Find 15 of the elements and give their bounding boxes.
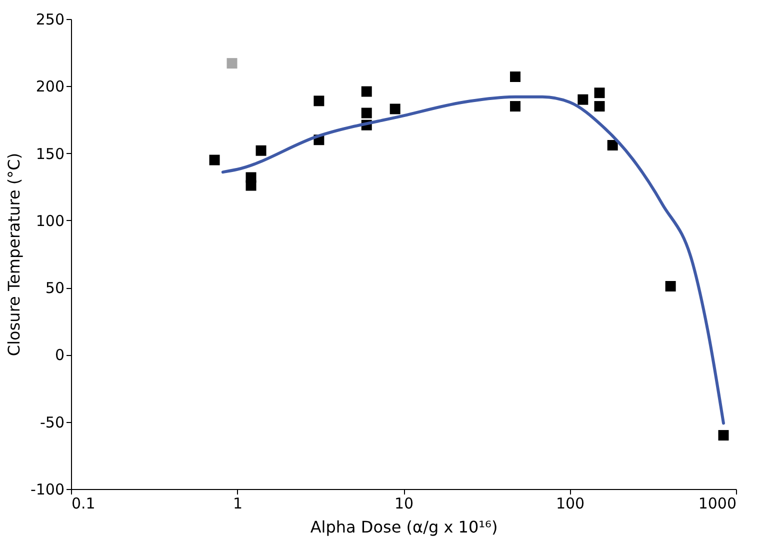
y-tick-label: 0 [54, 346, 64, 364]
x-tick-label: 1000 [698, 494, 736, 512]
x-tick-label: 0.1 [72, 494, 96, 512]
y-tick-label: -50 [40, 413, 64, 432]
y-tick-label: 250 [36, 10, 64, 28]
y-axis-title: Closure Temperature (°C) [4, 152, 24, 356]
x-tick-label: 10 [394, 494, 414, 512]
y-tick-label: 200 [36, 78, 64, 96]
x-axis-title: Alpha Dose (α/g x 10¹⁶) [310, 518, 498, 536]
y-tick-label: 50 [45, 279, 64, 298]
y-tick-label: -100 [30, 480, 64, 498]
x-tick-label: 1 [232, 494, 243, 512]
y-tick-label: 150 [36, 144, 64, 163]
x-tick-label: 100 [556, 494, 585, 512]
y-tick-label: 100 [36, 212, 64, 230]
